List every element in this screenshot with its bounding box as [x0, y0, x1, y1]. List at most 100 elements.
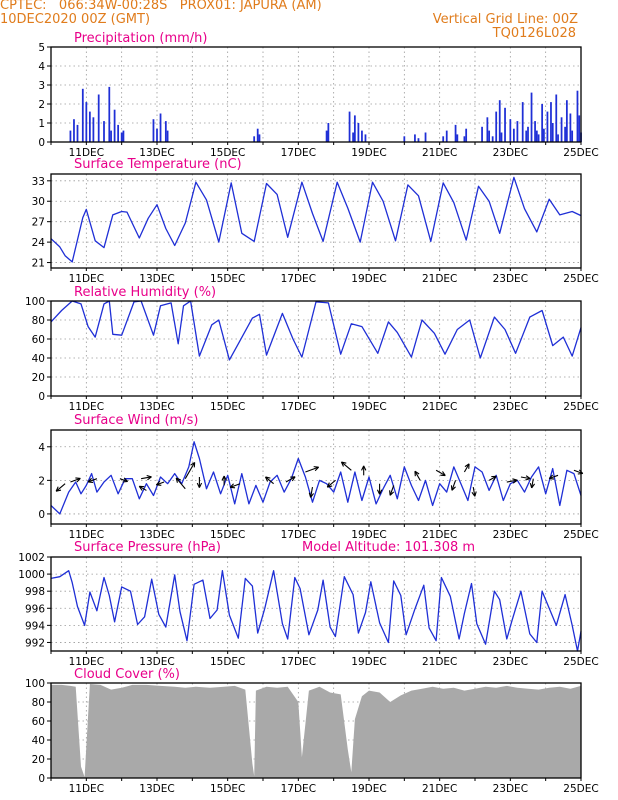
precip-bar: [113, 109, 116, 142]
x-tick-label: 11DEC: [69, 401, 104, 413]
y-tick-label: 1002: [18, 552, 45, 564]
x-tick-label: 19DEC: [351, 529, 386, 541]
precip-bar: [120, 132, 123, 142]
wind-arrow-shaft: [141, 476, 152, 480]
panel-title: Cloud Cover (%): [74, 667, 180, 682]
precip-bar: [534, 121, 536, 142]
x-tick-label: 11DEC: [69, 529, 104, 541]
x-tick-label: 17DEC: [281, 529, 316, 541]
y-tick-label: 24: [32, 237, 46, 249]
panel-title: Surface Pressure (hPa): [74, 540, 221, 555]
wind-arrow-shaft: [549, 474, 559, 480]
x-tick-label: 15DEC: [210, 656, 245, 668]
x-tick-label: 15DEC: [210, 529, 245, 541]
precip-bar: [108, 86, 111, 142]
wind-arrow-head: [529, 482, 536, 489]
panel-2: 21 24 27 30 33 11DEC 13DEC 15DEC 17DEC 19DEC 21DEC…: [32, 157, 599, 285]
x-tick-label: 13DEC: [139, 147, 174, 159]
series-line: [50, 176, 582, 263]
precip-bar: [117, 124, 120, 142]
wind-arrow-head: [308, 492, 315, 498]
header-model-code: TQ0126L028: [492, 26, 576, 41]
y-tick-label: 27: [32, 217, 45, 229]
y-tick-label: 100: [25, 678, 45, 690]
precip-bar: [442, 136, 445, 142]
wind-arrow-shaft: [326, 479, 336, 488]
x-tick-label: 23DEC: [493, 783, 528, 795]
wind-arrow-shaft: [488, 475, 497, 481]
precip-bar: [85, 102, 88, 142]
x-tick-label: 15DEC: [210, 401, 245, 413]
precip-bar: [500, 132, 503, 142]
wind-arrow-shaft: [414, 470, 421, 481]
y-tick-label: 0: [38, 391, 45, 403]
x-tick-label: 17DEC: [281, 273, 316, 285]
panel-frame: [50, 173, 582, 269]
precip-bar: [551, 123, 554, 142]
wind-arrow-head: [122, 477, 129, 483]
precip-bar: [414, 134, 416, 142]
x-tick-label: 13DEC: [139, 273, 174, 285]
y-tick-label: 20: [32, 754, 45, 766]
x-tick-label: 11DEC: [69, 273, 104, 285]
x-tick-label: 23DEC: [493, 401, 528, 413]
wind-arrow-head: [146, 474, 152, 481]
precip-bar: [445, 130, 448, 142]
precip-bar: [516, 121, 519, 142]
panel-annotation: Model Altitude: 101.308 m: [302, 540, 475, 555]
precip-bar: [325, 130, 328, 142]
x-tick-label: 21DEC: [422, 656, 457, 668]
precip-bar: [88, 111, 91, 142]
wind-arrow-shaft: [305, 466, 319, 473]
precip-bar: [491, 136, 494, 142]
x-tick-label: 21DEC: [422, 529, 457, 541]
y-tick-label: 4: [38, 442, 45, 454]
x-tick-label: 11DEC: [69, 783, 104, 795]
x-tick-label: 21DEC: [422, 273, 457, 285]
wind-arrow-shaft: [341, 461, 352, 471]
wind-arrow-head: [190, 461, 196, 468]
precip-bar: [465, 128, 468, 142]
precip-bar: [122, 130, 125, 142]
wind-arrow-head: [55, 486, 62, 492]
panel-4: 0 2 4 11DEC 13DEC 15DEC 17DEC 19DEC 21DEC 23DEC 25…: [38, 413, 598, 541]
wind-arrow-shaft: [70, 477, 81, 483]
precip-bar: [424, 132, 427, 142]
wind-arrow-head: [440, 471, 446, 477]
precip-bar: [560, 117, 563, 142]
series-line: [50, 300, 582, 361]
series-line: [50, 441, 582, 515]
precip-bar: [353, 115, 356, 142]
panel-frame: [50, 300, 582, 397]
wind-arrow-head: [464, 463, 470, 469]
panel-1: 0 1 2 3 4 5 11DEC 13DEC 15DEC 17DEC 19DEC 21DEC 23DE…: [38, 31, 598, 159]
precip-bar: [352, 132, 354, 142]
series-line: [50, 570, 582, 652]
y-tick-label: 40: [32, 735, 45, 747]
precip-bar: [564, 126, 566, 142]
y-tick-label: 30: [32, 196, 45, 208]
x-tick-label: 23DEC: [493, 147, 528, 159]
x-tick-label: 15DEC: [210, 147, 245, 159]
panel-6: 0 20 40 60 80 100 11DEC 13DEC 15DEC 17DEC 19DEC 21D…: [25, 667, 599, 795]
wind-arrow-head: [389, 490, 395, 496]
x-tick-label: 23DEC: [493, 529, 528, 541]
panel-3: 0 20 40 60 80 100 11DEC 13DEC 15DEC 17DEC 19DEC 21D…: [25, 285, 599, 413]
precip-bar: [164, 121, 167, 142]
panel-frame: [50, 46, 582, 143]
wind-arrow-head: [548, 474, 555, 480]
x-tick-label: 21DEC: [422, 147, 457, 159]
precip-bar: [521, 102, 524, 142]
wind-arrow-shaft: [285, 476, 296, 483]
header-station-line: CPTEC: 066:34W-00:28S PROX01: JAPURA (AM…: [0, 0, 322, 13]
y-tick-label: 21: [32, 258, 45, 270]
panel-title: Surface Wind (m/s): [74, 413, 198, 428]
precip-bar: [361, 130, 363, 142]
wind-arrow-head: [326, 482, 333, 488]
y-tick-label: 5: [38, 42, 45, 54]
precip-bar: [463, 136, 466, 142]
x-tick-label: 11DEC: [69, 147, 104, 159]
precip-bar: [364, 134, 367, 142]
wind-arrow-head: [264, 476, 271, 482]
x-tick-label: 19DEC: [351, 783, 386, 795]
